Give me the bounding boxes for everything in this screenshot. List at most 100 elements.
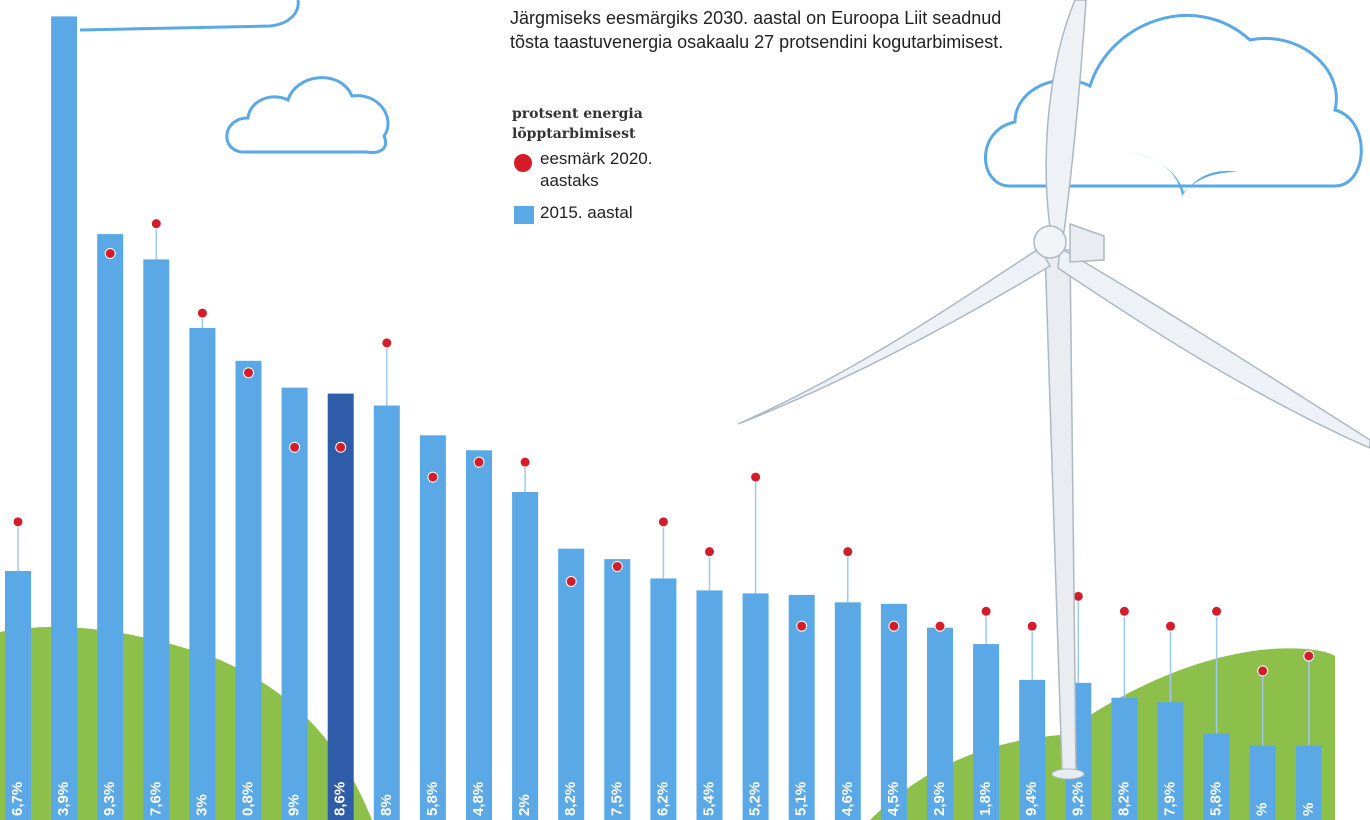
bar-value-label-9: 5,8% <box>424 782 441 816</box>
cloud-small <box>225 76 390 154</box>
bar-value-label-8: 8% <box>378 794 395 816</box>
bar-value-label-12: 8,2% <box>562 782 579 816</box>
bar-value-label-28: % <box>1300 803 1317 816</box>
bar-10 <box>466 450 492 820</box>
target-dot-21 <box>980 605 992 617</box>
bar-value-label-2: 9,3% <box>101 782 118 816</box>
bar-value-label-15: 5,4% <box>700 782 717 816</box>
bar-2 <box>97 234 124 820</box>
target-dot-3 <box>150 218 162 230</box>
target-dot-2 <box>104 247 116 259</box>
bar-13 <box>604 559 631 820</box>
legend-actual: 2015. aastal <box>512 202 710 224</box>
target-dot-5 <box>243 367 254 379</box>
wind-turbine <box>737 0 1370 780</box>
bar-value-label-19: 4,5% <box>885 782 902 816</box>
target-dot-26 <box>1211 605 1223 617</box>
target-dot-14 <box>657 516 669 528</box>
bar-3 <box>143 259 170 820</box>
target-dot-6 <box>289 441 301 453</box>
legend-target-label: eesmärk 2020. aastaks <box>540 149 653 190</box>
target-dot-9 <box>427 471 439 483</box>
target-dot-17 <box>796 620 808 632</box>
bar-value-label-22: 9,4% <box>1023 782 1040 816</box>
intro-text: Järgmiseks eesmärgiks 2030. aastal on Eu… <box>510 8 1004 52</box>
target-dot-0 <box>12 516 24 528</box>
target-dot-18 <box>842 546 854 558</box>
bar-14 <box>650 578 677 820</box>
bar-0 <box>5 571 31 820</box>
bar-value-label-14: 6,2% <box>654 782 671 816</box>
target-dot-27 <box>1257 665 1269 677</box>
bar-value-label-25: 7,9% <box>1161 782 1178 816</box>
bar-15 <box>696 590 723 820</box>
bar-value-label-3: 7,6% <box>147 782 164 816</box>
bar-value-label-11: 2% <box>516 794 533 816</box>
target-dot-19 <box>888 620 900 632</box>
bar-24 <box>1111 697 1138 820</box>
target-dot-20 <box>934 620 946 632</box>
bar-21 <box>973 644 1000 820</box>
target-dot-11 <box>519 456 531 468</box>
target-dot-25 <box>1165 620 1176 632</box>
cloud-large <box>984 14 1363 188</box>
bar-5 <box>235 360 262 820</box>
bar-value-label-18: 4,6% <box>839 782 856 816</box>
bar-value-label-17: 5,1% <box>793 782 810 816</box>
target-dot-22 <box>1026 620 1038 632</box>
bar-value-label-24: 8,2% <box>1115 782 1132 816</box>
bird-icon <box>1130 152 1238 196</box>
bar-22 <box>1019 679 1046 820</box>
bar-swatch-icon <box>514 206 534 224</box>
legend-actual-label: 2015. aastal <box>540 203 633 222</box>
bar-value-label-0: 6,7% <box>9 782 26 816</box>
target-dot-4 <box>196 307 208 319</box>
legend-title: protsent energia lõpptarbimisest <box>512 106 643 142</box>
target-dot-icon <box>514 154 532 172</box>
bar-11 <box>512 492 539 820</box>
bar-19 <box>880 603 907 820</box>
bar-value-label-16: 5,2% <box>747 782 764 816</box>
bar-value-label-5: 0,8% <box>239 782 256 816</box>
bar-27 <box>1249 745 1276 820</box>
bar-16 <box>742 593 769 820</box>
target-dot-16 <box>750 471 762 483</box>
bar-value-label-21: 1,8% <box>977 782 994 816</box>
target-dot-24 <box>1118 605 1130 617</box>
target-dot-12 <box>565 575 577 587</box>
target-dot-8 <box>381 337 393 349</box>
bar-28 <box>1295 745 1322 820</box>
legend: protsent energia lõpptarbimisest eesmärk… <box>512 104 710 224</box>
bar-8 <box>373 405 400 820</box>
target-dot-13 <box>611 561 623 573</box>
target-dot-10 <box>473 456 485 468</box>
bar-value-label-7: 8,6% <box>332 782 349 816</box>
target-dot-23 <box>1072 590 1084 602</box>
bar-18 <box>834 602 861 820</box>
bar-value-label-13: 7,5% <box>608 782 625 816</box>
bar-value-label-26: 5,8% <box>1208 782 1225 816</box>
bar-7 <box>327 393 354 820</box>
bar-20 <box>927 627 953 820</box>
bar-25 <box>1157 702 1184 820</box>
bar-26 <box>1203 733 1230 820</box>
target-dot-28 <box>1303 650 1315 662</box>
bar-value-label-23: 9,2% <box>1069 782 1086 816</box>
left-hill <box>0 627 372 820</box>
bar-12 <box>558 548 585 820</box>
bar-value-label-20: 2,9% <box>931 782 948 816</box>
bar-value-label-4: 3% <box>193 794 210 816</box>
legend-target: eesmärk 2020. aastaks <box>512 148 710 192</box>
bar-9 <box>419 435 446 820</box>
bar-17 <box>788 594 815 820</box>
target-dot-7 <box>335 441 347 453</box>
bar-value-label-1: 3,9% <box>55 782 72 816</box>
cloud-top-left <box>79 0 300 32</box>
bar-value-label-10: 4,8% <box>470 782 487 816</box>
bar-value-label-27: % <box>1254 803 1271 816</box>
target-dot-15 <box>704 546 715 558</box>
bar-4 <box>189 328 216 820</box>
bar-value-label-6: 9% <box>286 794 303 816</box>
bar-6 <box>281 387 308 820</box>
